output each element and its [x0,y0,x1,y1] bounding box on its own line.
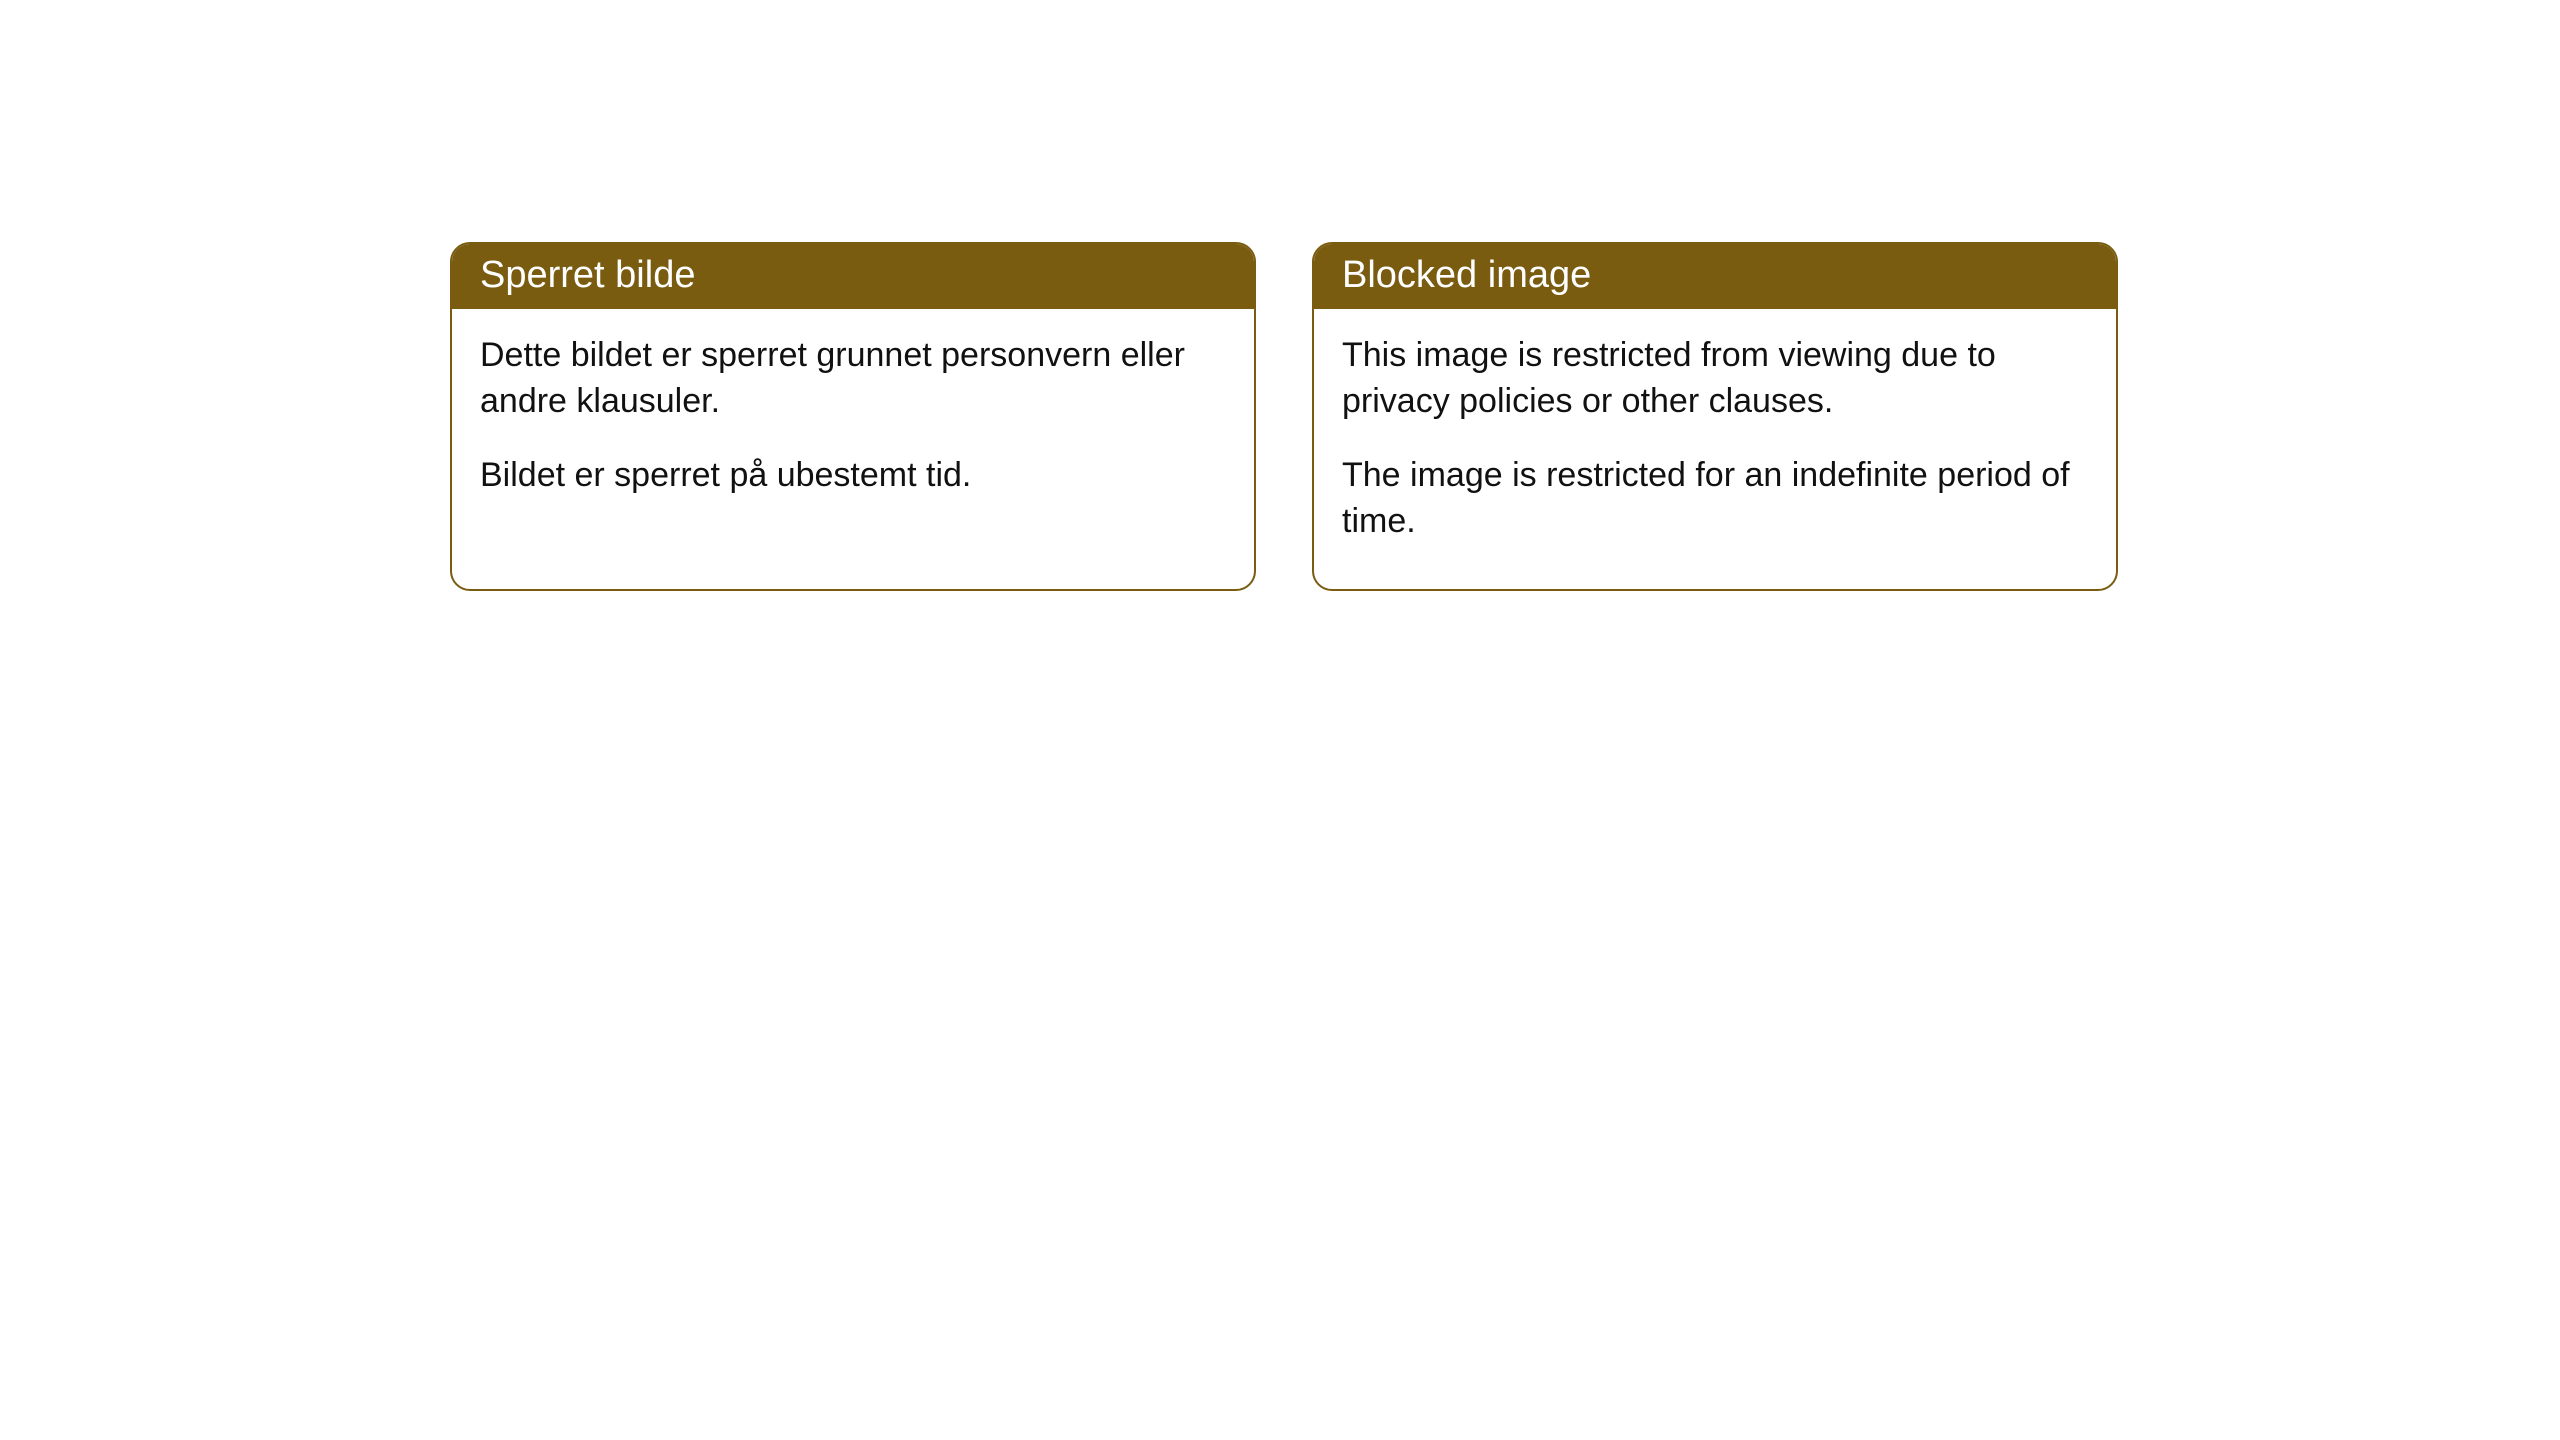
card-body-en: This image is restricted from viewing du… [1314,309,2116,589]
card-text-no-1: Dette bildet er sperret grunnet personve… [480,333,1226,425]
card-text-en-1: This image is restricted from viewing du… [1342,333,2088,425]
blocked-image-card-no: Sperret bilde Dette bildet er sperret gr… [450,242,1256,591]
card-header-no: Sperret bilde [452,244,1254,309]
notice-container: Sperret bilde Dette bildet er sperret gr… [0,0,2560,591]
card-text-en-2: The image is restricted for an indefinit… [1342,453,2088,545]
card-body-no: Dette bildet er sperret grunnet personve… [452,309,1254,543]
blocked-image-card-en: Blocked image This image is restricted f… [1312,242,2118,591]
card-header-en: Blocked image [1314,244,2116,309]
card-text-no-2: Bildet er sperret på ubestemt tid. [480,453,1226,499]
